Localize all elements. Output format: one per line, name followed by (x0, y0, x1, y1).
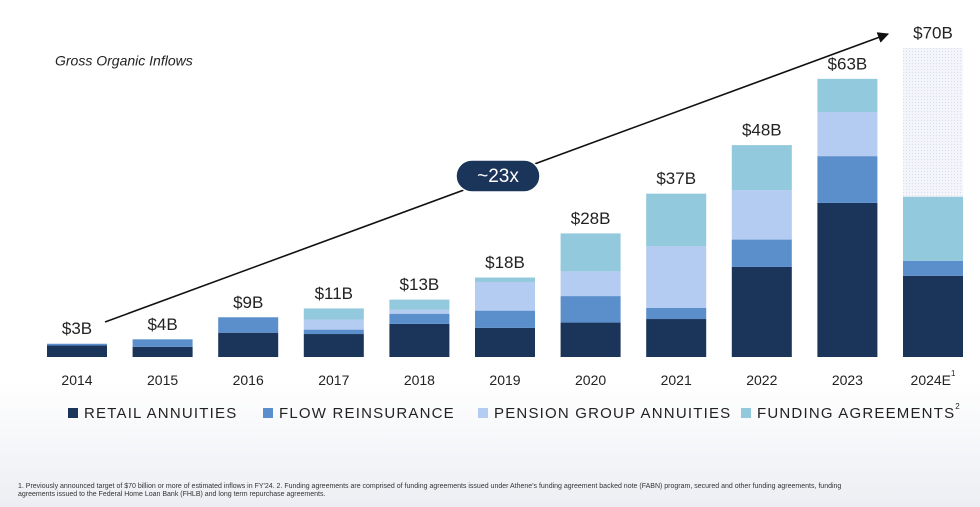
bar-segment (817, 156, 878, 203)
bar-segment (560, 233, 621, 272)
value-label: $18B (485, 253, 525, 272)
footnote: 1. Previously announced target of $70 bi… (18, 483, 841, 490)
bar-segment (817, 202, 878, 357)
bar-segment (646, 319, 707, 357)
bar-segment (475, 277, 535, 282)
x-tick-label: 2022 (746, 372, 777, 388)
legend-name: FLOW REINSURANCE (279, 405, 455, 422)
bar-segment (646, 193, 707, 247)
x-tick-label: 2020 (575, 372, 606, 388)
bar-segment (303, 319, 364, 330)
bar-segment (218, 317, 279, 333)
x-tick-label: 2019 (489, 372, 520, 388)
x-tick-label: 2017 (318, 372, 349, 388)
bar-segment (132, 346, 193, 357)
legend-swatch (263, 408, 273, 418)
bar-segment (303, 334, 364, 357)
bar-segment (47, 343, 107, 346)
bar-segment (475, 327, 535, 357)
bar-segment (646, 308, 707, 320)
x-tick-label: 2024E1 (911, 369, 956, 388)
bar-segment (817, 78, 878, 113)
legend-name: RETAIL ANNUITIES (84, 405, 237, 422)
x-tick-label: 2018 (404, 372, 435, 388)
category: 2016 (233, 372, 264, 388)
bar-segment (731, 145, 792, 191)
legend-name: FUNDING AGREEMENTS (757, 405, 955, 422)
bar-segment (132, 339, 193, 347)
bar-segment (218, 332, 279, 357)
value-label: $9B (233, 293, 263, 312)
value-label: $37B (656, 169, 696, 188)
annotation-badge (455, 159, 541, 193)
legend-swatch (478, 408, 488, 418)
value-label: $48B (742, 121, 782, 140)
bar-segment (475, 310, 535, 328)
value-label: $3B (62, 319, 92, 338)
annotation: ~23x (477, 166, 519, 187)
bar-segment (389, 309, 450, 314)
value-label: $11B (315, 284, 353, 303)
legend-label: FUNDING AGREEMENTS2 (757, 402, 961, 422)
category: 2022 (746, 372, 777, 388)
value-label: $4B (147, 315, 177, 334)
bar-segment (903, 275, 963, 357)
superscript: 2 (955, 402, 961, 411)
bar-segment (731, 266, 792, 357)
value-label: $63B (828, 54, 868, 73)
bar-segment (560, 296, 621, 323)
bar-segment (303, 308, 364, 320)
superscript: 1 (951, 369, 956, 378)
value-label: $28B (571, 209, 611, 228)
legend-label: RETAIL ANNUITIES (84, 405, 237, 422)
bar-segment (731, 239, 792, 267)
footnote: agreements issued to the Federal Home Lo… (18, 491, 325, 498)
legend-label: PENSION GROUP ANNUITIES (494, 405, 731, 422)
legend-swatch (68, 408, 78, 418)
category: 2017 (318, 372, 349, 388)
value-label: $70B (913, 23, 953, 42)
category: 2014 (61, 372, 92, 388)
bar-segment (389, 313, 450, 324)
chart-title: Gross Organic Inflows (55, 53, 193, 69)
category: 2020 (575, 372, 606, 388)
bar-segment (389, 299, 450, 310)
category: 2015 (147, 372, 178, 388)
category: 2021 (661, 372, 692, 388)
legend-name: PENSION GROUP ANNUITIES (494, 405, 731, 422)
bar-segment (646, 246, 707, 309)
category: 2023 (832, 372, 863, 388)
legend-label: FLOW REINSURANCE (279, 405, 455, 422)
x-tick-label: 2014 (61, 372, 92, 388)
x-tick-label: 2015 (147, 372, 178, 388)
bar-segment (47, 345, 107, 357)
category: 2018 (404, 372, 435, 388)
bar-segment (389, 323, 450, 357)
bar-segment (303, 329, 364, 335)
x-tick-label: 2016 (233, 372, 264, 388)
bar-segment (475, 281, 535, 311)
bar-segment (731, 190, 792, 240)
bar-segment (903, 260, 963, 276)
x-tick-label: 2023 (832, 372, 863, 388)
bar-segment (903, 196, 963, 261)
x-tick-label: 2021 (661, 372, 692, 388)
value-label: $13B (400, 275, 440, 294)
bar-segment (817, 112, 878, 157)
category: 2019 (489, 372, 520, 388)
bar-segment (560, 322, 621, 357)
legend-swatch (741, 408, 751, 418)
bar-segment (560, 271, 621, 297)
category: 2024E (911, 372, 951, 388)
